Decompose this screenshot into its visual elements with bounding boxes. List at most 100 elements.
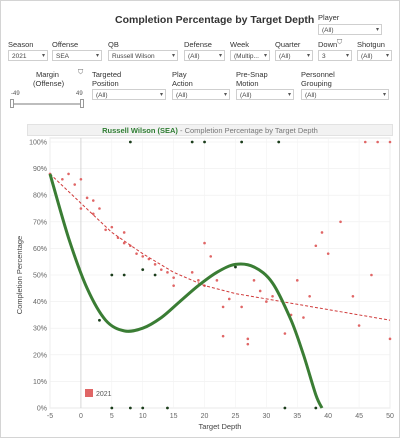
data-point-dark — [122, 273, 126, 277]
filter-icon[interactable]: ⛉ — [337, 39, 343, 46]
fit-curve — [48, 173, 324, 409]
shotgun-label: Shotgun — [357, 40, 385, 49]
margin-min-value: -49 — [11, 91, 20, 97]
x-tick-label: 40 — [324, 413, 332, 420]
data-point — [85, 196, 89, 200]
data-point — [122, 241, 126, 245]
qb-label: QB — [108, 40, 119, 49]
data-point — [370, 273, 373, 277]
data-point — [326, 252, 330, 256]
plot-area — [49, 137, 391, 409]
down-label: Down — [318, 40, 338, 49]
data-point — [252, 279, 256, 282]
margin-label-2: (Offense) — [33, 79, 65, 88]
y-tick-label: 0% — [37, 406, 47, 413]
data-point — [308, 294, 311, 298]
qb-select[interactable]: Russell Wilson ▾ — [108, 50, 178, 61]
data-point — [172, 276, 175, 279]
shotgun-select[interactable]: (All) ▾ — [357, 50, 392, 61]
data-point — [98, 207, 101, 210]
legend-swatch — [85, 389, 93, 397]
chevron-down-icon: ▾ — [345, 53, 349, 59]
chart-title-rest: - Completion Percentage by Target Depth — [177, 126, 318, 135]
season-select[interactable]: 2021 ▾ — [8, 50, 48, 61]
data-point-dark — [314, 406, 318, 410]
player-select[interactable]: (All) ▾ — [318, 24, 382, 35]
targeted-position-label-2: Position — [92, 79, 119, 88]
pre-snap-motion-select[interactable]: (All) ▾ — [236, 89, 294, 100]
data-point — [67, 172, 70, 176]
data-point-dark — [283, 406, 287, 410]
data-point — [388, 337, 392, 341]
chevron-down-icon: ▾ — [382, 92, 386, 98]
week-label: Week — [230, 40, 250, 49]
down-select[interactable]: 3 ▾ — [318, 50, 352, 61]
chart-title-player: Russell Wilson (SEA) — [102, 126, 178, 135]
dashboard-title: Completion Percentage by Target Depth — [115, 14, 315, 26]
data-point — [122, 231, 126, 234]
quarter-select[interactable]: (All) ▾ — [275, 50, 313, 61]
data-point — [61, 177, 64, 181]
data-point — [295, 279, 299, 282]
x-tick-label: 30 — [262, 413, 270, 420]
offense-select[interactable]: SEA ▾ — [52, 50, 102, 61]
data-point — [265, 300, 268, 303]
legend-label: 2021 — [96, 391, 112, 398]
chevron-down-icon: ▾ — [306, 53, 310, 59]
data-point-dark — [190, 140, 194, 144]
data-point-dark — [128, 406, 132, 410]
data-point — [79, 207, 83, 210]
data-point — [357, 324, 361, 327]
data-point — [376, 140, 379, 144]
y-axis-label: Completion Percentage — [15, 236, 24, 314]
data-point — [110, 225, 114, 229]
defense-select[interactable]: (All) ▾ — [184, 50, 225, 61]
chevron-down-icon: ▾ — [171, 53, 175, 59]
x-tick-label: 0 — [79, 413, 83, 420]
data-point — [227, 297, 231, 301]
data-point — [73, 183, 77, 186]
play-action-label-1: Play — [172, 70, 187, 79]
personnel-grouping-select[interactable]: (All) ▾ — [301, 89, 389, 100]
data-point — [91, 212, 95, 216]
targeted-position-label-1: Targeted — [92, 70, 122, 79]
y-tick-label: 40% — [33, 299, 47, 306]
y-tick-label: 20% — [33, 352, 47, 359]
data-point — [190, 271, 194, 274]
data-point-dark — [166, 406, 169, 410]
data-point — [246, 337, 250, 341]
chevron-down-icon: ▾ — [263, 53, 267, 59]
margin-label-1: Margin — [36, 70, 59, 79]
data-point — [203, 241, 206, 245]
y-tick-label: 60% — [33, 246, 47, 253]
data-point-dark — [128, 140, 132, 144]
margin-slider-max-handle[interactable] — [80, 99, 84, 108]
data-point — [116, 236, 120, 240]
pre-snap-motion-label-2: Motion — [236, 79, 259, 88]
x-tick-label: 15 — [170, 413, 178, 420]
y-tick-label: 90% — [33, 166, 47, 173]
data-point — [388, 140, 392, 144]
filter-icon[interactable]: ⛉ — [78, 69, 84, 76]
chevron-down-icon: ▾ — [218, 53, 222, 59]
chevron-down-icon: ▾ — [41, 53, 45, 59]
data-point-dark — [234, 265, 237, 269]
margin-slider-track[interactable] — [11, 103, 83, 105]
play-action-select[interactable]: (All) ▾ — [172, 89, 230, 100]
x-tick-label: 50 — [386, 413, 394, 420]
data-point — [159, 268, 163, 271]
x-tick-label: 10 — [139, 413, 147, 420]
data-point — [91, 199, 95, 202]
targeted-position-select[interactable]: (All) ▾ — [92, 89, 166, 100]
data-point — [215, 279, 219, 282]
data-point — [339, 220, 342, 224]
data-point — [197, 279, 200, 282]
data-point — [79, 177, 83, 181]
pre-snap-motion-label-1: Pre-Snap — [236, 70, 268, 79]
y-tick-label: 10% — [33, 379, 47, 386]
y-tick-label: 50% — [33, 273, 47, 280]
personnel-grouping-label-1: Personnel — [301, 70, 335, 79]
week-select[interactable]: (Multip... ▾ — [230, 50, 270, 61]
margin-slider-min-handle[interactable] — [10, 99, 14, 108]
